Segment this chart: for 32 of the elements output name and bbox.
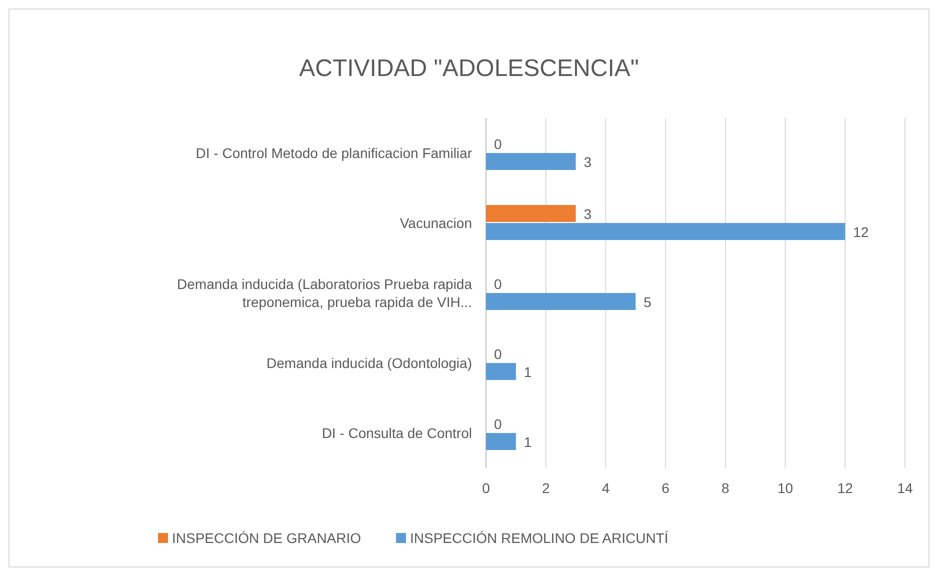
data-label: 1 xyxy=(524,434,532,450)
data-label: 12 xyxy=(853,224,869,240)
legend-label: INSPECCIÓN DE GRANARIO xyxy=(172,530,362,546)
bar xyxy=(486,293,636,310)
x-tick-label: 2 xyxy=(542,480,550,496)
data-label: 3 xyxy=(584,206,592,222)
y-tick-label: DI - Control Metodo de planificacion Familiar xyxy=(196,145,472,161)
x-tick-label: 14 xyxy=(897,480,913,496)
x-tick-label: 6 xyxy=(662,480,670,496)
legend-label: INSPECCIÓN REMOLINO DE ARICUNTÍ xyxy=(410,530,668,546)
bar xyxy=(486,433,516,450)
y-tick-label: Demanda inducida (Odontologia) xyxy=(266,355,472,371)
bar xyxy=(486,363,516,380)
bar xyxy=(486,153,576,170)
bar xyxy=(486,205,576,222)
data-label: 5 xyxy=(644,294,652,310)
data-label: 1 xyxy=(524,364,532,380)
bar xyxy=(486,223,846,240)
x-tick-label: 12 xyxy=(837,480,854,496)
y-tick-label: Vacunacion xyxy=(400,215,472,231)
data-label: 0 xyxy=(494,276,502,292)
x-tick-label: 0 xyxy=(482,480,490,496)
x-tick-label: 8 xyxy=(722,480,730,496)
x-tick-label: 4 xyxy=(602,480,610,496)
data-label: 3 xyxy=(584,154,592,170)
chart-title: ACTIVIDAD "ADOLESCENCIA" xyxy=(299,55,639,82)
y-tick-label: Demanda inducida (Laboratorios Prueba rapida treponemica, prueba rapida de VIH... xyxy=(177,276,472,310)
data-label: 0 xyxy=(494,136,502,152)
x-tick-label: 10 xyxy=(777,480,794,496)
data-label: 0 xyxy=(494,346,502,362)
y-tick-label: DI - Consulta de Control xyxy=(322,425,472,441)
data-label: 0 xyxy=(494,416,502,432)
